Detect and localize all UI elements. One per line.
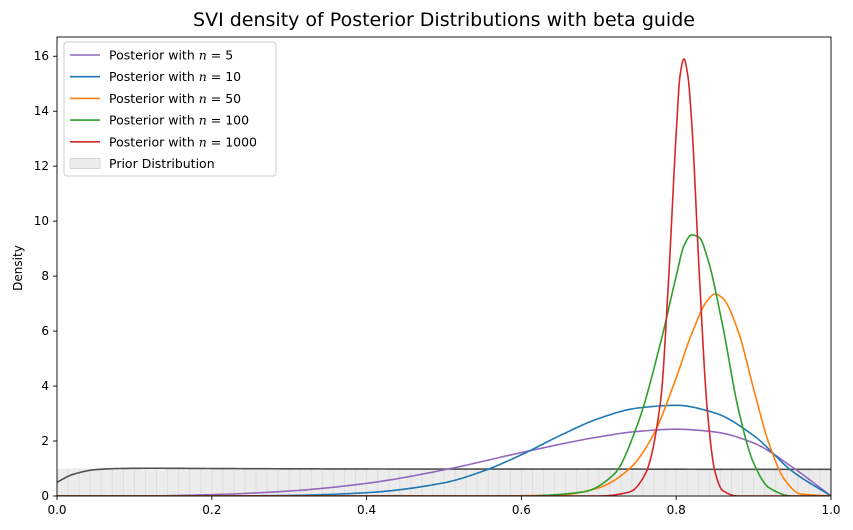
y-axis: 0 2 4 6 8 10 12 14 16: [34, 49, 57, 503]
legend: Posterior with n = 5 Posterior with n = 1…: [63, 41, 277, 177]
legend-label: Posterior with n = 10: [109, 69, 241, 84]
legend-label: Posterior with n = 100: [109, 113, 249, 128]
x-tick-label: 1.0: [821, 503, 840, 517]
y-tick-label: 2: [41, 434, 49, 448]
y-tick-label: 14: [34, 104, 49, 118]
legend-label: Posterior with n = 1000: [109, 134, 257, 149]
y-axis-title: Density: [11, 245, 25, 291]
y-tick-label: 0: [41, 489, 49, 503]
legend-label-prior: Prior Distribution: [109, 156, 215, 171]
x-tick-label: 0.6: [512, 503, 531, 517]
x-tick-label: 0.2: [202, 503, 221, 517]
legend-label: Posterior with n = 50: [109, 91, 241, 106]
y-tick-label: 10: [34, 214, 49, 228]
y-tick-label: 8: [41, 269, 49, 283]
y-tick-label: 6: [41, 324, 49, 338]
prior-density-line: [57, 467, 831, 483]
x-tick-label: 0.8: [667, 503, 686, 517]
plot-area: [57, 58, 831, 496]
chart-title: SVI density of Posterior Distributions w…: [193, 9, 695, 31]
series-line-4: [57, 234, 831, 496]
legend-swatch-prior: [69, 158, 101, 169]
series-line-1: [57, 428, 831, 496]
legend-label: Posterior with n = 5: [109, 48, 233, 63]
y-tick-label: 4: [41, 379, 49, 393]
series-line-5: [57, 58, 831, 496]
axes-frame: [56, 36, 832, 497]
series-line-3: [57, 293, 831, 496]
x-tick-label: 0.0: [47, 503, 66, 517]
y-tick-label: 12: [34, 159, 49, 173]
y-tick-label: 16: [34, 49, 49, 63]
series-line-2: [57, 404, 831, 496]
x-tick-label: 0.4: [357, 503, 376, 517]
x-axis: 0.0 0.2 0.4 0.6 0.8 1.0: [47, 496, 841, 517]
legend-box: [63, 41, 277, 177]
